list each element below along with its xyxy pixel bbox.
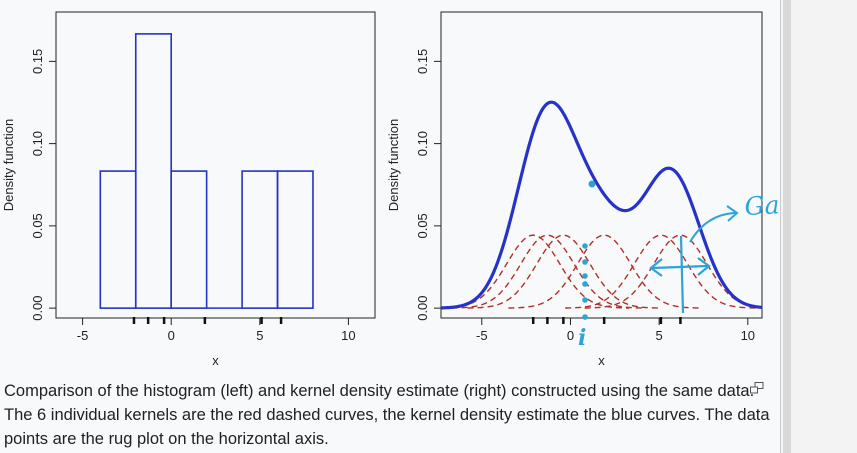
histogram-bar <box>170 170 208 309</box>
annotation-dot <box>582 259 588 265</box>
annotation-dot <box>582 297 588 303</box>
pointer-arrow-line <box>689 212 736 243</box>
annotation-dot <box>582 281 588 287</box>
kde-x-tick-label: 10 <box>741 328 755 343</box>
histogram-bar <box>276 170 314 309</box>
kde-curve <box>440 100 763 310</box>
hist-y-tick-label: 0.00 <box>30 295 45 320</box>
hist-y-tick-label: 0.15 <box>30 49 45 74</box>
annotation-dot <box>588 180 596 188</box>
annotation-i-mark: i <box>578 325 586 351</box>
hist-plot-frame <box>55 11 376 319</box>
kde-x-tick-label: 0 <box>567 328 574 343</box>
histogram-plot: -5 0 5 10 0.00 0.05 0.10 0.15 x Density function <box>1 11 376 368</box>
annotation-dot <box>582 243 588 249</box>
hist-x-tick-label: 0 <box>168 328 175 343</box>
kde-y-axis-label: Density function <box>386 119 401 212</box>
histogram-bar <box>99 170 137 309</box>
kde-y-tick-label: 0.10 <box>415 131 430 156</box>
hist-x-tick-label: -5 <box>77 328 89 343</box>
hist-x-tick-label: 5 <box>256 328 263 343</box>
scrollbar[interactable] <box>781 0 857 453</box>
handwritten-annotations: i Gaussian <box>578 180 780 351</box>
kde-y-tick-label: 0.05 <box>415 213 430 238</box>
hist-y-tick-label: 0.10 <box>30 131 45 156</box>
histogram-bar <box>241 170 279 309</box>
kde-y-tick-label: 0.15 <box>415 49 430 74</box>
annotation-dot <box>582 314 588 320</box>
kernel-curve <box>467 234 660 309</box>
annotation-dot <box>582 273 588 279</box>
kde-y-tick-label: 0.00 <box>415 295 430 320</box>
histogram-bar <box>134 33 172 309</box>
hist-x-tick-label: 10 <box>341 328 355 343</box>
kde-x-axis-label: x <box>598 353 605 368</box>
center-line <box>679 235 685 314</box>
kde-plot-frame <box>440 11 763 319</box>
kde-x-tick-label: -5 <box>476 328 488 343</box>
width-arrow-head-right <box>697 257 711 276</box>
kernel-curve <box>508 234 700 309</box>
width-arrow-line <box>651 264 709 270</box>
hist-y-tick-label: 0.05 <box>30 213 45 238</box>
magnify-icon[interactable] <box>750 382 764 394</box>
pointer-arrow-head <box>726 205 739 222</box>
width-arrow-head-left <box>649 258 663 277</box>
kernel-curve <box>565 234 757 309</box>
figure-frame: -5 0 5 10 0.00 0.05 0.10 0.15 x Density function … <box>0 0 781 453</box>
kernel-curve <box>441 234 630 309</box>
annotation-gaussian: Gaussian <box>744 186 780 221</box>
hist-y-axis-label: Density function <box>1 119 16 212</box>
figure-caption: Comparison of the histogram (left) and k… <box>4 382 770 448</box>
scrollbar-thumb[interactable] <box>783 0 791 453</box>
kde-x-tick-label: 5 <box>656 328 663 343</box>
kde-plot: -5 0 5 10 0.00 0.05 0.10 0.15 x Density function <box>386 11 763 368</box>
hist-x-axis-label: x <box>212 353 219 368</box>
kernel-curve <box>451 234 644 309</box>
